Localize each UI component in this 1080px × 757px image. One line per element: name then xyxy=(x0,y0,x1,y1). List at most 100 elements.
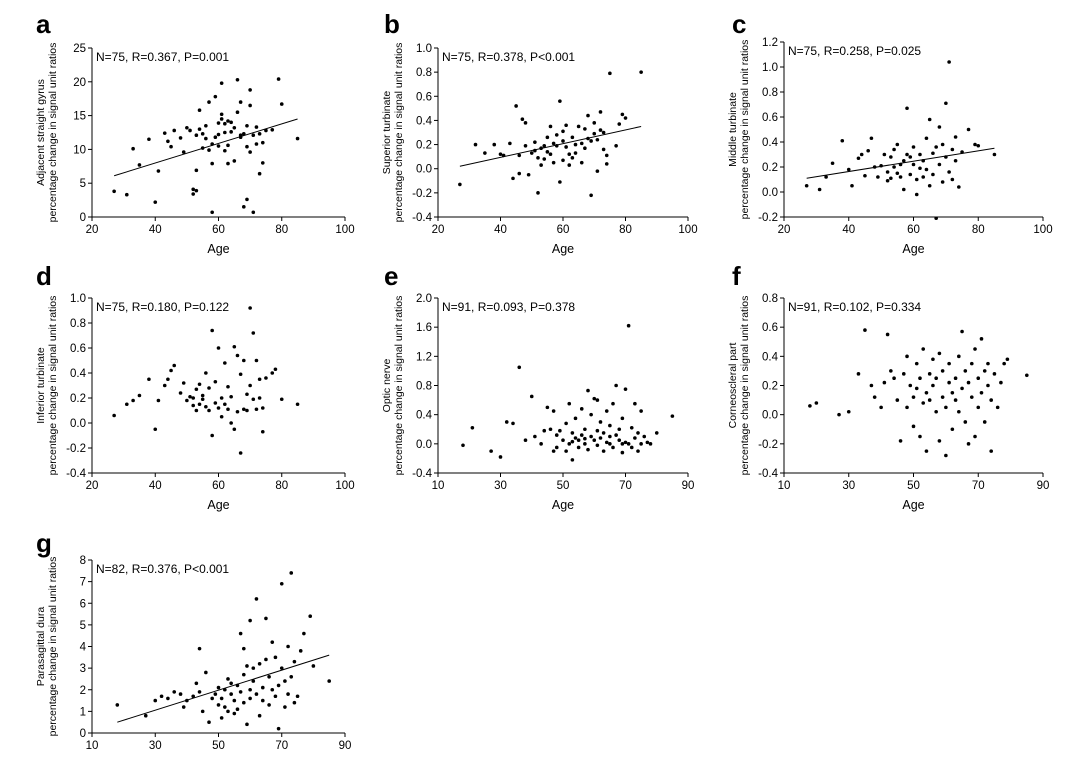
data-point xyxy=(654,431,659,435)
data-point xyxy=(905,152,909,157)
data-point xyxy=(191,403,195,408)
data-point xyxy=(620,112,625,117)
data-point xyxy=(194,188,199,193)
stats-annotation: N=75, R=0.258, P=0.025 xyxy=(788,44,921,58)
x-tick-label: 100 xyxy=(1033,224,1052,236)
data-point xyxy=(567,442,572,446)
x-axis-title: Age xyxy=(902,242,924,256)
data-point xyxy=(204,404,208,409)
data-point xyxy=(583,127,587,131)
data-point xyxy=(901,187,906,192)
data-point xyxy=(561,129,565,134)
data-point xyxy=(570,431,575,435)
data-point xyxy=(960,329,964,334)
x-tick-label: 20 xyxy=(778,224,791,236)
data-point xyxy=(953,135,958,139)
data-point xyxy=(260,406,265,410)
data-point xyxy=(200,393,205,398)
data-point xyxy=(947,361,951,366)
panel-letter: e xyxy=(384,261,398,291)
data-point xyxy=(898,162,903,167)
data-point xyxy=(989,449,993,453)
x-tick-label: 50 xyxy=(212,740,225,752)
data-point xyxy=(921,158,926,163)
data-point xyxy=(298,649,303,653)
data-point xyxy=(937,351,942,356)
data-point xyxy=(489,449,493,453)
data-point xyxy=(131,146,135,151)
data-point xyxy=(670,414,675,418)
data-point xyxy=(483,151,487,155)
data-point xyxy=(226,119,230,123)
panel-e: e 10 30 50 70 90 -0.4 0.0 0.4 0.8 1.2 1.6 2.0 Age Opti… xyxy=(381,261,694,512)
y-tick-label: 0.6 xyxy=(762,112,778,124)
data-point xyxy=(181,705,186,709)
data-point xyxy=(633,401,637,406)
data-point xyxy=(586,388,590,393)
data-point xyxy=(295,694,300,699)
data-point xyxy=(824,175,828,179)
data-point xyxy=(573,142,578,147)
data-point xyxy=(526,172,531,177)
data-point xyxy=(232,698,237,703)
data-point xyxy=(645,440,650,445)
data-point xyxy=(558,99,562,103)
data-point xyxy=(210,433,214,438)
data-point xyxy=(846,409,851,414)
data-point xyxy=(159,694,164,699)
data-point xyxy=(931,151,935,156)
data-point xyxy=(223,402,227,407)
data-point xyxy=(194,168,199,173)
panel-letter: c xyxy=(732,9,746,39)
x-tick-label: 90 xyxy=(1037,480,1050,492)
data-point xyxy=(207,148,211,152)
data-point xyxy=(986,361,990,366)
stats-annotation: N=82, R=0.376, P<0.001 xyxy=(96,562,229,576)
data-point xyxy=(617,122,622,126)
data-point xyxy=(564,449,568,453)
data-point xyxy=(112,413,116,418)
data-point xyxy=(270,371,275,375)
data-point xyxy=(226,677,230,681)
data-point xyxy=(504,420,509,424)
data-point xyxy=(561,158,565,163)
data-point xyxy=(254,597,259,601)
data-point xyxy=(172,363,177,368)
x-tick-label: 80 xyxy=(972,224,985,236)
regression-line xyxy=(117,654,330,723)
data-point xyxy=(840,138,845,143)
data-point xyxy=(248,383,252,388)
y-axis-subtitle: percentage change in signal unit ratios xyxy=(739,40,751,220)
data-point xyxy=(617,427,622,432)
data-point xyxy=(286,644,290,649)
data-point xyxy=(245,664,249,668)
data-point xyxy=(251,679,256,683)
data-point xyxy=(901,158,906,163)
data-point xyxy=(226,384,230,389)
data-point xyxy=(172,128,177,133)
data-point xyxy=(830,161,835,166)
data-point xyxy=(885,332,890,337)
data-point xyxy=(248,150,252,154)
data-point xyxy=(595,428,600,433)
data-point xyxy=(264,657,268,662)
data-point xyxy=(598,128,603,132)
data-point xyxy=(908,172,913,177)
data-point xyxy=(219,81,224,85)
data-point xyxy=(229,692,233,696)
data-point xyxy=(554,143,559,148)
data-point xyxy=(245,408,249,413)
data-point xyxy=(219,414,224,419)
data-point xyxy=(608,434,612,439)
data-point xyxy=(219,117,224,121)
data-point xyxy=(153,427,158,432)
data-point xyxy=(248,687,252,692)
data-point xyxy=(257,662,262,666)
data-point xyxy=(608,423,612,428)
data-point xyxy=(856,156,861,161)
data-point xyxy=(283,679,287,683)
data-point xyxy=(982,369,987,373)
data-point xyxy=(200,132,205,136)
data-point xyxy=(863,173,867,178)
data-point xyxy=(892,165,896,169)
